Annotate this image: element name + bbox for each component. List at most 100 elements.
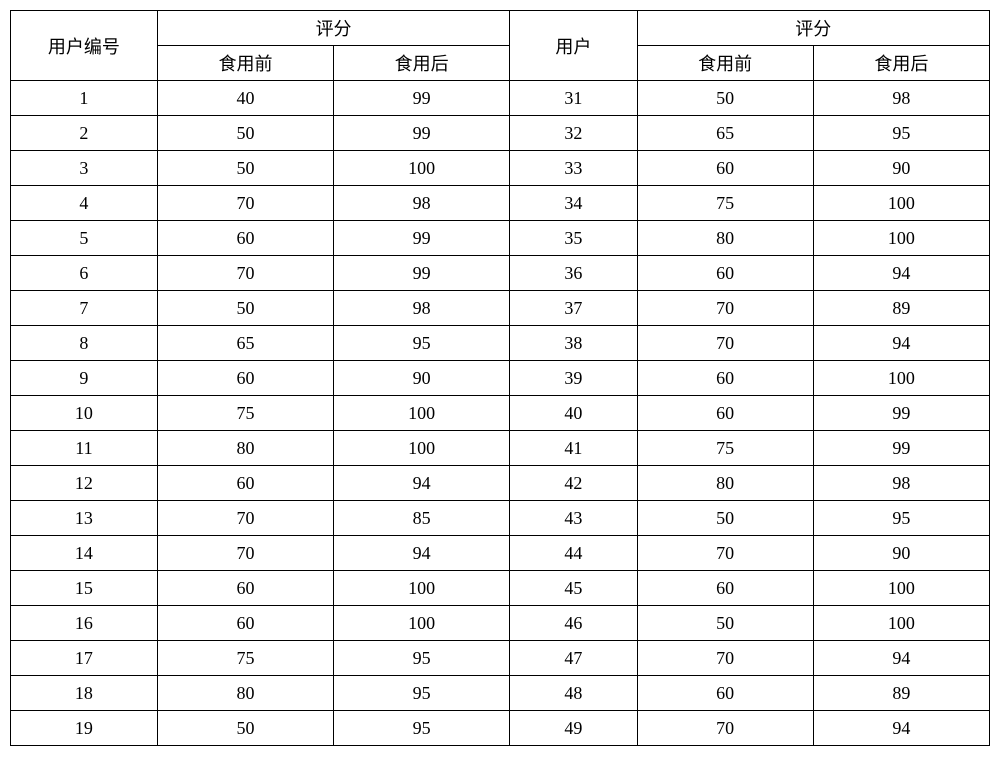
cell-after-right: 100 (813, 571, 989, 606)
table-row: 470983475100 (11, 186, 990, 221)
table-row: 86595387094 (11, 326, 990, 361)
cell-after-left: 99 (334, 256, 510, 291)
cell-before-right: 80 (637, 221, 813, 256)
col-after-right: 食用后 (813, 46, 989, 81)
cell-before-right: 60 (637, 361, 813, 396)
cell-user-right: 31 (510, 81, 637, 116)
cell-before-left: 50 (157, 291, 333, 326)
table-row: 350100336090 (11, 151, 990, 186)
cell-user-id: 3 (11, 151, 158, 186)
col-user: 用户 (510, 11, 637, 81)
cell-after-left: 90 (334, 361, 510, 396)
cell-after-left: 99 (334, 116, 510, 151)
cell-user-id: 5 (11, 221, 158, 256)
cell-after-right: 100 (813, 186, 989, 221)
cell-after-left: 99 (334, 81, 510, 116)
cell-user-id: 11 (11, 431, 158, 466)
cell-user-id: 2 (11, 116, 158, 151)
cell-after-left: 100 (334, 431, 510, 466)
cell-before-left: 75 (157, 641, 333, 676)
cell-user-right: 38 (510, 326, 637, 361)
cell-before-left: 80 (157, 431, 333, 466)
score-table: 用户编号 评分 用户 评分 食用前 食用后 食用前 食用后 1409931509… (10, 10, 990, 746)
cell-after-right: 89 (813, 676, 989, 711)
cell-user-id: 19 (11, 711, 158, 746)
cell-after-left: 95 (334, 326, 510, 361)
cell-before-left: 50 (157, 711, 333, 746)
cell-user-id: 10 (11, 396, 158, 431)
table-row: 14099315098 (11, 81, 990, 116)
col-before-right: 食用前 (637, 46, 813, 81)
col-user-id: 用户编号 (11, 11, 158, 81)
cell-user-id: 7 (11, 291, 158, 326)
cell-before-right: 75 (637, 186, 813, 221)
cell-user-id: 6 (11, 256, 158, 291)
cell-user-right: 34 (510, 186, 637, 221)
cell-before-left: 65 (157, 326, 333, 361)
cell-before-left: 80 (157, 676, 333, 711)
table-row: 1180100417599 (11, 431, 990, 466)
table-row: 75098377089 (11, 291, 990, 326)
cell-after-right: 98 (813, 81, 989, 116)
cell-user-id: 16 (11, 606, 158, 641)
cell-after-right: 94 (813, 641, 989, 676)
cell-before-right: 60 (637, 151, 813, 186)
cell-after-left: 100 (334, 396, 510, 431)
cell-after-left: 85 (334, 501, 510, 536)
cell-before-left: 60 (157, 221, 333, 256)
cell-after-right: 94 (813, 326, 989, 361)
cell-user-right: 47 (510, 641, 637, 676)
table-row: 177595477094 (11, 641, 990, 676)
table-row: 188095486089 (11, 676, 990, 711)
cell-user-id: 14 (11, 536, 158, 571)
cell-before-left: 50 (157, 116, 333, 151)
table-row: 195095497094 (11, 711, 990, 746)
cell-before-left: 70 (157, 536, 333, 571)
cell-after-right: 95 (813, 116, 989, 151)
table-row: 15601004560100 (11, 571, 990, 606)
cell-after-right: 99 (813, 396, 989, 431)
table-row: 560993580100 (11, 221, 990, 256)
cell-before-right: 70 (637, 326, 813, 361)
cell-before-right: 65 (637, 116, 813, 151)
cell-after-left: 98 (334, 291, 510, 326)
cell-after-right: 90 (813, 536, 989, 571)
cell-after-right: 90 (813, 151, 989, 186)
cell-user-id: 9 (11, 361, 158, 396)
cell-user-right: 39 (510, 361, 637, 396)
cell-before-right: 70 (637, 711, 813, 746)
cell-before-left: 60 (157, 571, 333, 606)
cell-user-right: 40 (510, 396, 637, 431)
col-score-right: 评分 (637, 11, 989, 46)
cell-user-id: 4 (11, 186, 158, 221)
cell-after-left: 98 (334, 186, 510, 221)
cell-before-right: 80 (637, 466, 813, 501)
cell-after-right: 94 (813, 711, 989, 746)
cell-user-right: 37 (510, 291, 637, 326)
cell-user-id: 18 (11, 676, 158, 711)
cell-before-right: 50 (637, 81, 813, 116)
cell-user-right: 45 (510, 571, 637, 606)
cell-after-right: 100 (813, 361, 989, 396)
cell-after-left: 100 (334, 571, 510, 606)
cell-after-left: 100 (334, 606, 510, 641)
cell-before-left: 60 (157, 361, 333, 396)
cell-after-right: 100 (813, 606, 989, 641)
cell-user-right: 44 (510, 536, 637, 571)
cell-before-right: 50 (637, 606, 813, 641)
table-row: 147094447090 (11, 536, 990, 571)
cell-user-right: 41 (510, 431, 637, 466)
cell-user-id: 12 (11, 466, 158, 501)
table-row: 126094428098 (11, 466, 990, 501)
cell-before-left: 70 (157, 501, 333, 536)
cell-user-id: 1 (11, 81, 158, 116)
cell-after-left: 95 (334, 711, 510, 746)
cell-user-right: 32 (510, 116, 637, 151)
col-score-left: 评分 (157, 11, 509, 46)
cell-before-left: 40 (157, 81, 333, 116)
table-row: 1075100406099 (11, 396, 990, 431)
cell-after-right: 89 (813, 291, 989, 326)
cell-after-right: 99 (813, 431, 989, 466)
cell-user-id: 17 (11, 641, 158, 676)
table-row: 25099326595 (11, 116, 990, 151)
